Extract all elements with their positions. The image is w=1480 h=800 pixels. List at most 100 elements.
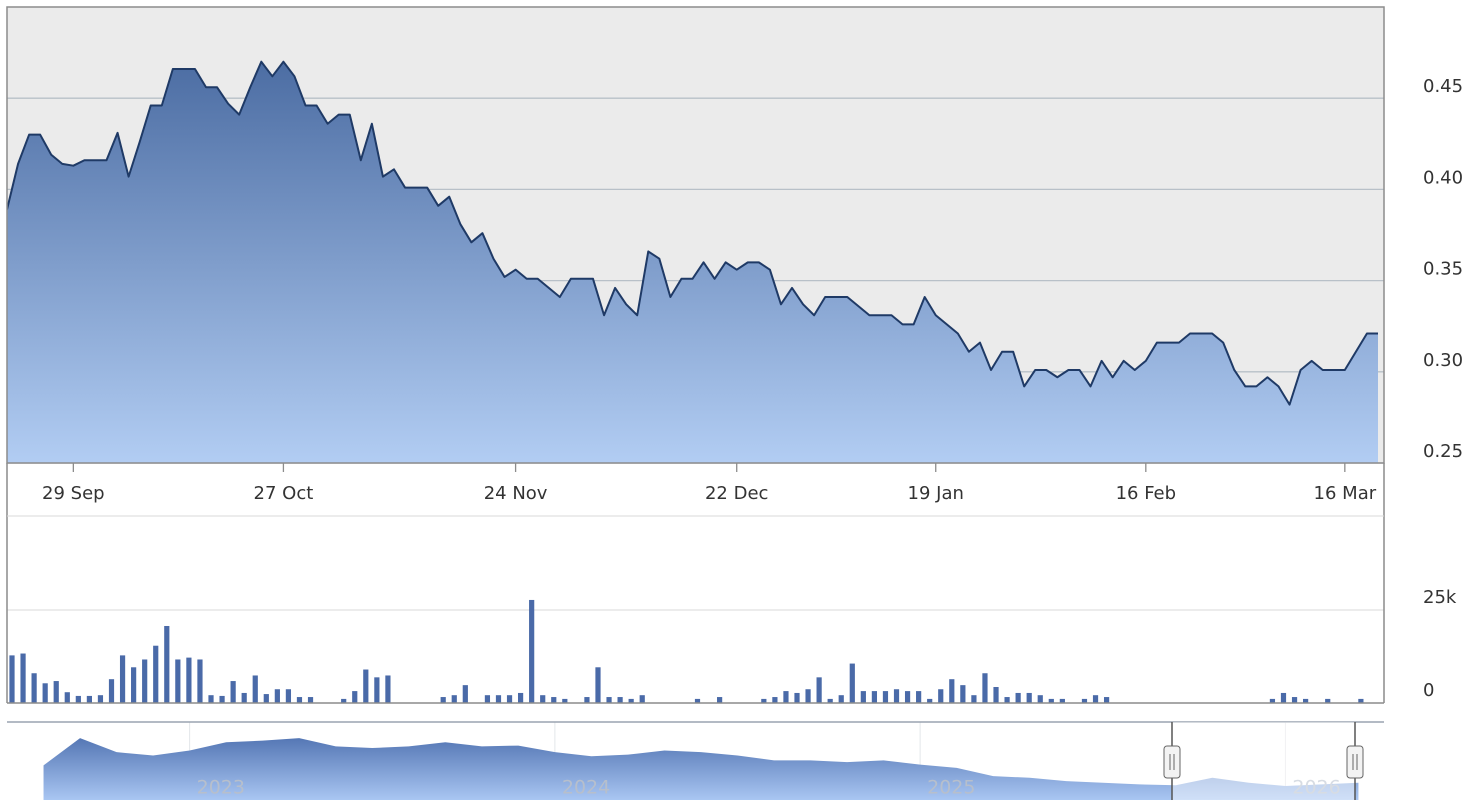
- volume-bar: [639, 695, 645, 703]
- volume-bar: [882, 691, 889, 703]
- volume-bar: [1026, 692, 1032, 703]
- volume-bar: [1004, 697, 1010, 703]
- volume-bar: [982, 673, 988, 703]
- volume-bar: [484, 695, 491, 703]
- volume-bar: [252, 675, 258, 703]
- navigator-label: 2023: [197, 777, 245, 799]
- volume-bar: [495, 695, 502, 703]
- layer: 0.25 0.30 0.35 0.40 0.45 29 Sep 27 Oct 24 Nov 22…: [7, 60, 1463, 800]
- volume-bar: [9, 655, 15, 703]
- volume-bar: [86, 695, 92, 703]
- volume-bar: [694, 698, 701, 703]
- volume-bar: [341, 698, 347, 703]
- volume-bar: [274, 689, 280, 703]
- volume-bar: [562, 698, 568, 703]
- volume-bar: [761, 698, 767, 703]
- volume-bar: [617, 697, 623, 703]
- volume-bar: [1103, 697, 1110, 703]
- x-tick-label: 22 Dec: [705, 483, 768, 504]
- volume-bar: [175, 659, 181, 703]
- area-fill: [43, 738, 1359, 800]
- volume-bar: [904, 691, 911, 703]
- volume-bar: [119, 655, 126, 703]
- volume-bar: [31, 673, 37, 703]
- navigator-handle[interactable]: [1163, 745, 1181, 779]
- volume-bar: [772, 697, 778, 703]
- y-tick-label: 0.45: [1423, 76, 1463, 97]
- volume-bar: [97, 695, 104, 703]
- x-tick-label: 16 Feb: [1116, 483, 1177, 504]
- volume-bar: [263, 694, 269, 703]
- volume-bar: [42, 683, 48, 703]
- area-fill: [7, 61, 1378, 463]
- volume-bar: [971, 695, 977, 703]
- x-tick-label: 29 Sep: [42, 483, 105, 504]
- volume-bar: [628, 698, 634, 703]
- volume-bar: [506, 695, 513, 703]
- volume-bar: [296, 697, 303, 703]
- volume-bar: [75, 695, 81, 703]
- volume-bar: [540, 695, 546, 703]
- volume-bar: [352, 691, 358, 703]
- volume-bar: [1303, 698, 1309, 703]
- volume-bar: [1280, 692, 1287, 703]
- volume-bar: [142, 659, 148, 703]
- volume-bar: [860, 691, 866, 703]
- volume-bar: [960, 685, 966, 703]
- navigator-label: 2026: [1292, 777, 1340, 799]
- volume-bar: [551, 697, 557, 703]
- navigator-label: 2025: [927, 777, 975, 799]
- navigator-handle[interactable]: [1346, 745, 1364, 779]
- volume-bar: [529, 599, 535, 703]
- y-tick-label: 0.30: [1423, 350, 1463, 371]
- y-tick-label: 0.25: [1423, 441, 1463, 462]
- x-tick-label: 19 Jan: [908, 483, 964, 504]
- volume-bar: [783, 691, 789, 703]
- volume-bar: [1092, 695, 1099, 703]
- volume-bar: [927, 698, 933, 703]
- volume-bar: [827, 698, 833, 703]
- volume-bar: [363, 669, 369, 703]
- volume-bar: [462, 685, 468, 703]
- volume-bar: [53, 681, 59, 703]
- x-tick-label: 24 Nov: [484, 483, 548, 504]
- volume-bar: [916, 691, 922, 703]
- y-tick-label: 0.35: [1423, 259, 1463, 280]
- volume-bar: [938, 689, 944, 703]
- volume-bar: [1325, 698, 1331, 703]
- volume-bar: [794, 692, 800, 703]
- volume-bar: [838, 695, 844, 703]
- volume-bar: [1037, 695, 1043, 703]
- volume-bar: [241, 692, 247, 703]
- volume-bar: [385, 675, 391, 703]
- volume-bar: [230, 681, 236, 703]
- navigator-label: 2024: [562, 777, 610, 799]
- navigator-window[interactable]: [1172, 722, 1355, 800]
- y-tick-label: 0: [1423, 680, 1434, 701]
- volume-bar: [893, 689, 900, 703]
- volume-bar: [197, 659, 203, 703]
- volume-bar: [131, 667, 137, 703]
- volume-bar: [285, 689, 292, 703]
- volume-bar: [805, 689, 811, 703]
- volume-bar: [164, 625, 170, 703]
- volume-bar: [20, 653, 26, 703]
- volume-bar: [595, 667, 601, 703]
- volume-bar: [64, 692, 70, 703]
- volume-bar: [153, 645, 159, 703]
- volume-bar: [374, 677, 380, 703]
- y-tick-label: 0.40: [1423, 167, 1463, 188]
- volume-bar: [186, 657, 192, 703]
- volume-bar: [219, 695, 225, 703]
- y-tick-label: 25k: [1423, 587, 1457, 608]
- volume-bar: [1358, 698, 1364, 703]
- volume-bar: [606, 697, 612, 703]
- volume-bar: [871, 691, 878, 703]
- volume-bar: [816, 677, 822, 703]
- volume-bar: [849, 663, 855, 703]
- price-line: [7, 60, 1378, 406]
- volume-bar: [440, 697, 446, 703]
- volume-bar: [307, 697, 314, 703]
